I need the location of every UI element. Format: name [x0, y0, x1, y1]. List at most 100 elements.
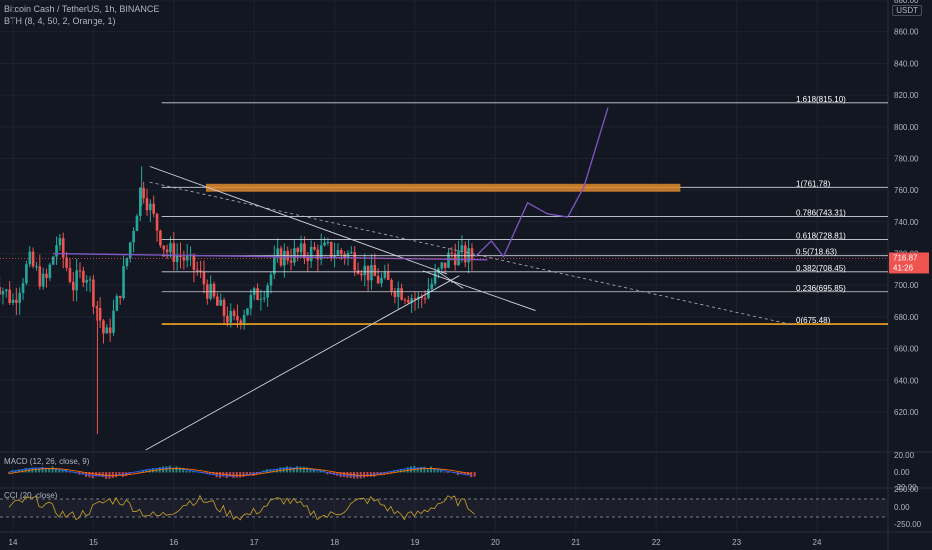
candle-body	[246, 309, 249, 315]
candle-body	[106, 327, 109, 333]
candle-body	[203, 272, 206, 285]
macd-bar	[112, 472, 114, 478]
macd-bar	[62, 470, 64, 472]
candle-body	[119, 296, 122, 298]
candle-body	[28, 252, 31, 265]
candle-body	[340, 250, 343, 254]
macd-bar	[343, 472, 345, 477]
macd-bar	[239, 472, 241, 478]
price-tick-label: 740.00	[894, 218, 919, 227]
candle-body	[400, 288, 403, 299]
price-tick-label: 640.00	[894, 376, 919, 385]
time-tick-label: 22	[652, 538, 661, 547]
price-tick-label: 620.00	[894, 408, 919, 417]
macd-bar	[155, 469, 157, 472]
candle-body	[59, 238, 62, 245]
candle-body	[32, 252, 35, 267]
candle-body	[18, 293, 21, 303]
countdown-label: 41:26	[893, 263, 914, 272]
candle-body	[323, 243, 326, 246]
cci-tick-label: -250.00	[894, 520, 922, 529]
candle-body	[424, 298, 427, 299]
candle-body	[52, 257, 55, 265]
macd-bar	[175, 466, 177, 472]
candle-body	[72, 282, 75, 290]
candle-body	[193, 254, 196, 269]
candle-body	[216, 296, 219, 305]
candle-body	[260, 299, 263, 300]
time-tick-label: 19	[411, 538, 420, 547]
candle-body	[152, 204, 155, 214]
candle-body	[430, 284, 433, 289]
candle-body	[233, 311, 236, 316]
resistance-zone	[206, 184, 680, 192]
candle-body	[300, 243, 303, 252]
candle-body	[82, 271, 85, 283]
candle-body	[350, 252, 353, 253]
candle-body	[380, 278, 383, 284]
cci-tick-label: 250.00	[894, 485, 919, 494]
candle-body	[116, 296, 119, 311]
price-tick-label: 700.00	[894, 281, 919, 290]
macd-bar	[447, 472, 449, 473]
candle-body	[89, 280, 92, 281]
candle-body	[62, 238, 65, 257]
macd-bar	[303, 467, 305, 473]
time-tick-label: 17	[250, 538, 259, 547]
candle-body	[303, 243, 306, 256]
time-tick-label: 24	[813, 538, 822, 547]
candle-body	[327, 242, 330, 243]
macd-bar	[427, 468, 429, 472]
candle-body	[390, 280, 393, 291]
candle-body	[414, 298, 417, 299]
fib-level-label: 0(675.48)	[796, 316, 831, 325]
candle-body	[65, 258, 68, 268]
candle-body	[256, 288, 259, 300]
macd-bar	[119, 472, 121, 475]
candle-body	[360, 274, 363, 276]
candle-body	[451, 253, 454, 254]
macd-bar	[48, 469, 50, 473]
macd-tick-label: 20.00	[894, 451, 915, 460]
macd-bar	[52, 466, 54, 472]
candle-body	[270, 274, 273, 285]
macd-bar	[366, 472, 368, 477]
candle-body	[55, 245, 58, 256]
candle-body	[0, 287, 1, 295]
candle-body	[39, 266, 42, 286]
price-tick-label: 840.00	[894, 59, 919, 68]
candle-body	[186, 256, 189, 261]
candle-body	[2, 291, 5, 294]
candle-body	[407, 300, 410, 303]
candle-body	[250, 295, 253, 308]
candle-body	[213, 284, 216, 297]
candle-body	[99, 308, 102, 320]
candle-body	[92, 280, 95, 307]
candle-body	[223, 300, 226, 316]
candle-body	[444, 263, 447, 268]
candle-body	[363, 266, 366, 275]
time-tick-label: 14	[9, 538, 18, 547]
candle-body	[79, 270, 82, 271]
candle-body	[112, 311, 115, 333]
candle-body	[243, 315, 246, 323]
candle-body	[109, 327, 112, 332]
price-tick-label: 820.00	[894, 91, 919, 100]
candle-body	[447, 253, 450, 268]
price-tick-label: 860.00	[894, 28, 919, 37]
candle-body	[337, 250, 340, 255]
candle-body	[377, 276, 380, 283]
fib-level-label: 1(761.78)	[796, 179, 831, 188]
candle-body	[196, 270, 199, 271]
candle-body	[387, 272, 390, 280]
price-tick-label: 780.00	[894, 154, 919, 163]
time-tick-label: 16	[169, 538, 178, 547]
candle-body	[457, 251, 460, 266]
macd-bar	[316, 472, 318, 473]
candle-body	[374, 265, 377, 276]
candle-body	[169, 243, 172, 252]
candle-body	[173, 243, 176, 262]
time-tick-label: 18	[330, 538, 339, 547]
horizontal-price-line	[53, 254, 487, 260]
